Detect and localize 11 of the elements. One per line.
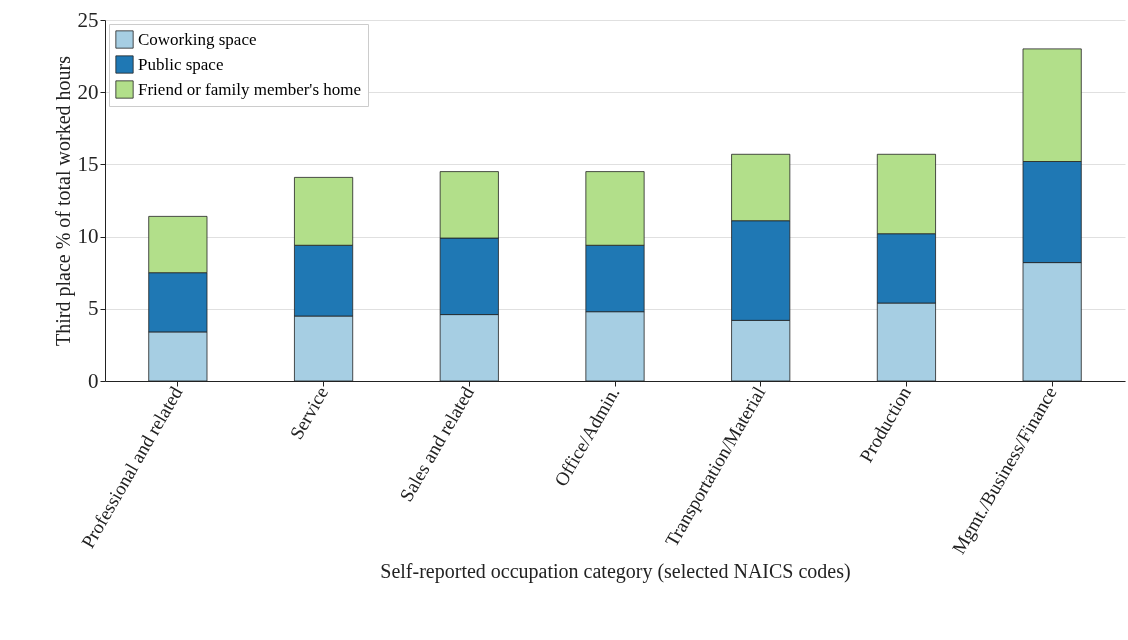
y-tick-label: 0 [88, 368, 99, 393]
y-tick-label: 20 [77, 79, 99, 104]
legend-label: Friend or family member's home [138, 79, 362, 99]
x-axis-title: Self-reported occupation category (selected NAICS codes) [380, 559, 851, 583]
y-tick-label: 10 [77, 224, 99, 249]
legend-label: Coworking space [138, 29, 257, 49]
y-axis-title: Third place % of total worked hours [51, 55, 75, 346]
y-tick-label: 5 [88, 296, 99, 321]
y-tick-label: 25 [77, 7, 99, 32]
legend-label: Public space [138, 54, 224, 74]
y-tick-label: 15 [77, 151, 99, 176]
